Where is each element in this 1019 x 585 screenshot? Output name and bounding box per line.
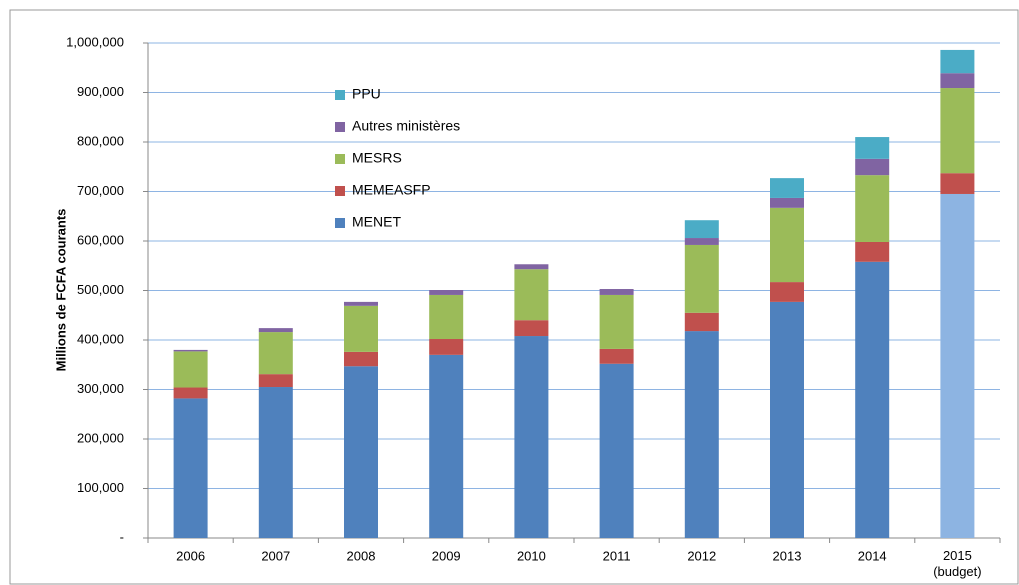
y-tick-label: 300,000 <box>77 381 124 396</box>
bar-segment <box>684 244 719 313</box>
legend-label: MENET <box>352 214 401 230</box>
bar-segment <box>514 320 549 337</box>
y-tick-label: 700,000 <box>77 183 124 198</box>
x-tick-label: 2015 (budget) <box>933 548 981 579</box>
legend-label: Autres ministères <box>352 118 460 134</box>
bar-segment <box>940 88 975 174</box>
bar-segment <box>514 264 549 270</box>
x-tick-label: 2012 <box>687 548 716 563</box>
bar-segment <box>514 336 549 538</box>
bar-segment <box>429 294 464 340</box>
y-tick-label: 1,000,000 <box>66 34 124 49</box>
bar-segment <box>855 261 890 538</box>
legend-label: MESRS <box>352 150 402 166</box>
bar-segment <box>940 73 975 89</box>
bar-segment <box>429 339 464 355</box>
bar-segment <box>770 178 804 198</box>
legend-swatch <box>335 90 345 100</box>
x-tick-label: 2010 <box>517 548 546 563</box>
bar-segment <box>344 305 378 352</box>
bar-segment <box>684 238 719 245</box>
y-tick-label: 900,000 <box>77 84 124 99</box>
bar-segment <box>855 175 890 242</box>
y-tick-label: 400,000 <box>77 331 124 346</box>
legend-swatch <box>335 186 345 196</box>
x-tick-label: 2006 <box>176 548 205 563</box>
x-tick-label: 2007 <box>261 548 290 563</box>
bar-segment <box>770 207 804 283</box>
legend-swatch <box>335 122 345 132</box>
y-tick-label: 800,000 <box>77 133 124 148</box>
bar-segment <box>173 351 208 388</box>
bar-segment <box>599 289 634 295</box>
x-tick-label: 2013 <box>773 548 802 563</box>
y-axis-title: Millions de FCFA courants <box>53 209 68 372</box>
bar-segment <box>429 290 464 295</box>
bar-segment <box>344 301 378 306</box>
bar-segment <box>258 328 293 333</box>
bar-segment <box>770 282 804 302</box>
bar-segment <box>429 354 464 538</box>
bar-segment <box>684 312 719 332</box>
bar-segment <box>173 398 208 538</box>
bar-segment <box>173 387 208 399</box>
legend-label: PPU <box>352 86 381 102</box>
bar-segment <box>599 348 634 364</box>
bar-segment <box>514 269 549 321</box>
x-tick-label: 2009 <box>432 548 461 563</box>
bar-segment <box>258 374 293 388</box>
bar-segment <box>770 197 804 208</box>
bar-segment <box>684 331 719 538</box>
y-tick-label: 600,000 <box>77 232 124 247</box>
bar-segment <box>599 294 634 349</box>
bar-segment <box>770 301 804 538</box>
bar-segment <box>599 363 634 538</box>
bar-segment <box>940 49 975 74</box>
y-tick-label: 500,000 <box>77 282 124 297</box>
y-tick-label: 200,000 <box>77 430 124 445</box>
bar-segment <box>940 173 975 194</box>
bar-segment <box>258 387 293 538</box>
bar-segment <box>344 366 378 538</box>
x-tick-label: 2008 <box>347 548 376 563</box>
x-tick-label: 2014 <box>858 548 887 563</box>
x-tick-label: 2011 <box>603 548 631 563</box>
legend-swatch <box>335 218 345 228</box>
bar-segment <box>344 351 378 367</box>
bar-segment <box>855 241 890 262</box>
bar-segment <box>855 158 890 176</box>
y-tick-label: 100,000 <box>77 480 124 495</box>
bar-segment <box>258 332 293 375</box>
y-tick-label: - <box>120 529 124 544</box>
legend-swatch <box>335 154 345 164</box>
bar-segment <box>684 220 719 239</box>
legend-label: MEMEASFP <box>352 182 431 198</box>
bar-segment <box>855 137 890 159</box>
bar-segment <box>173 349 208 352</box>
bar-segment <box>940 193 975 538</box>
